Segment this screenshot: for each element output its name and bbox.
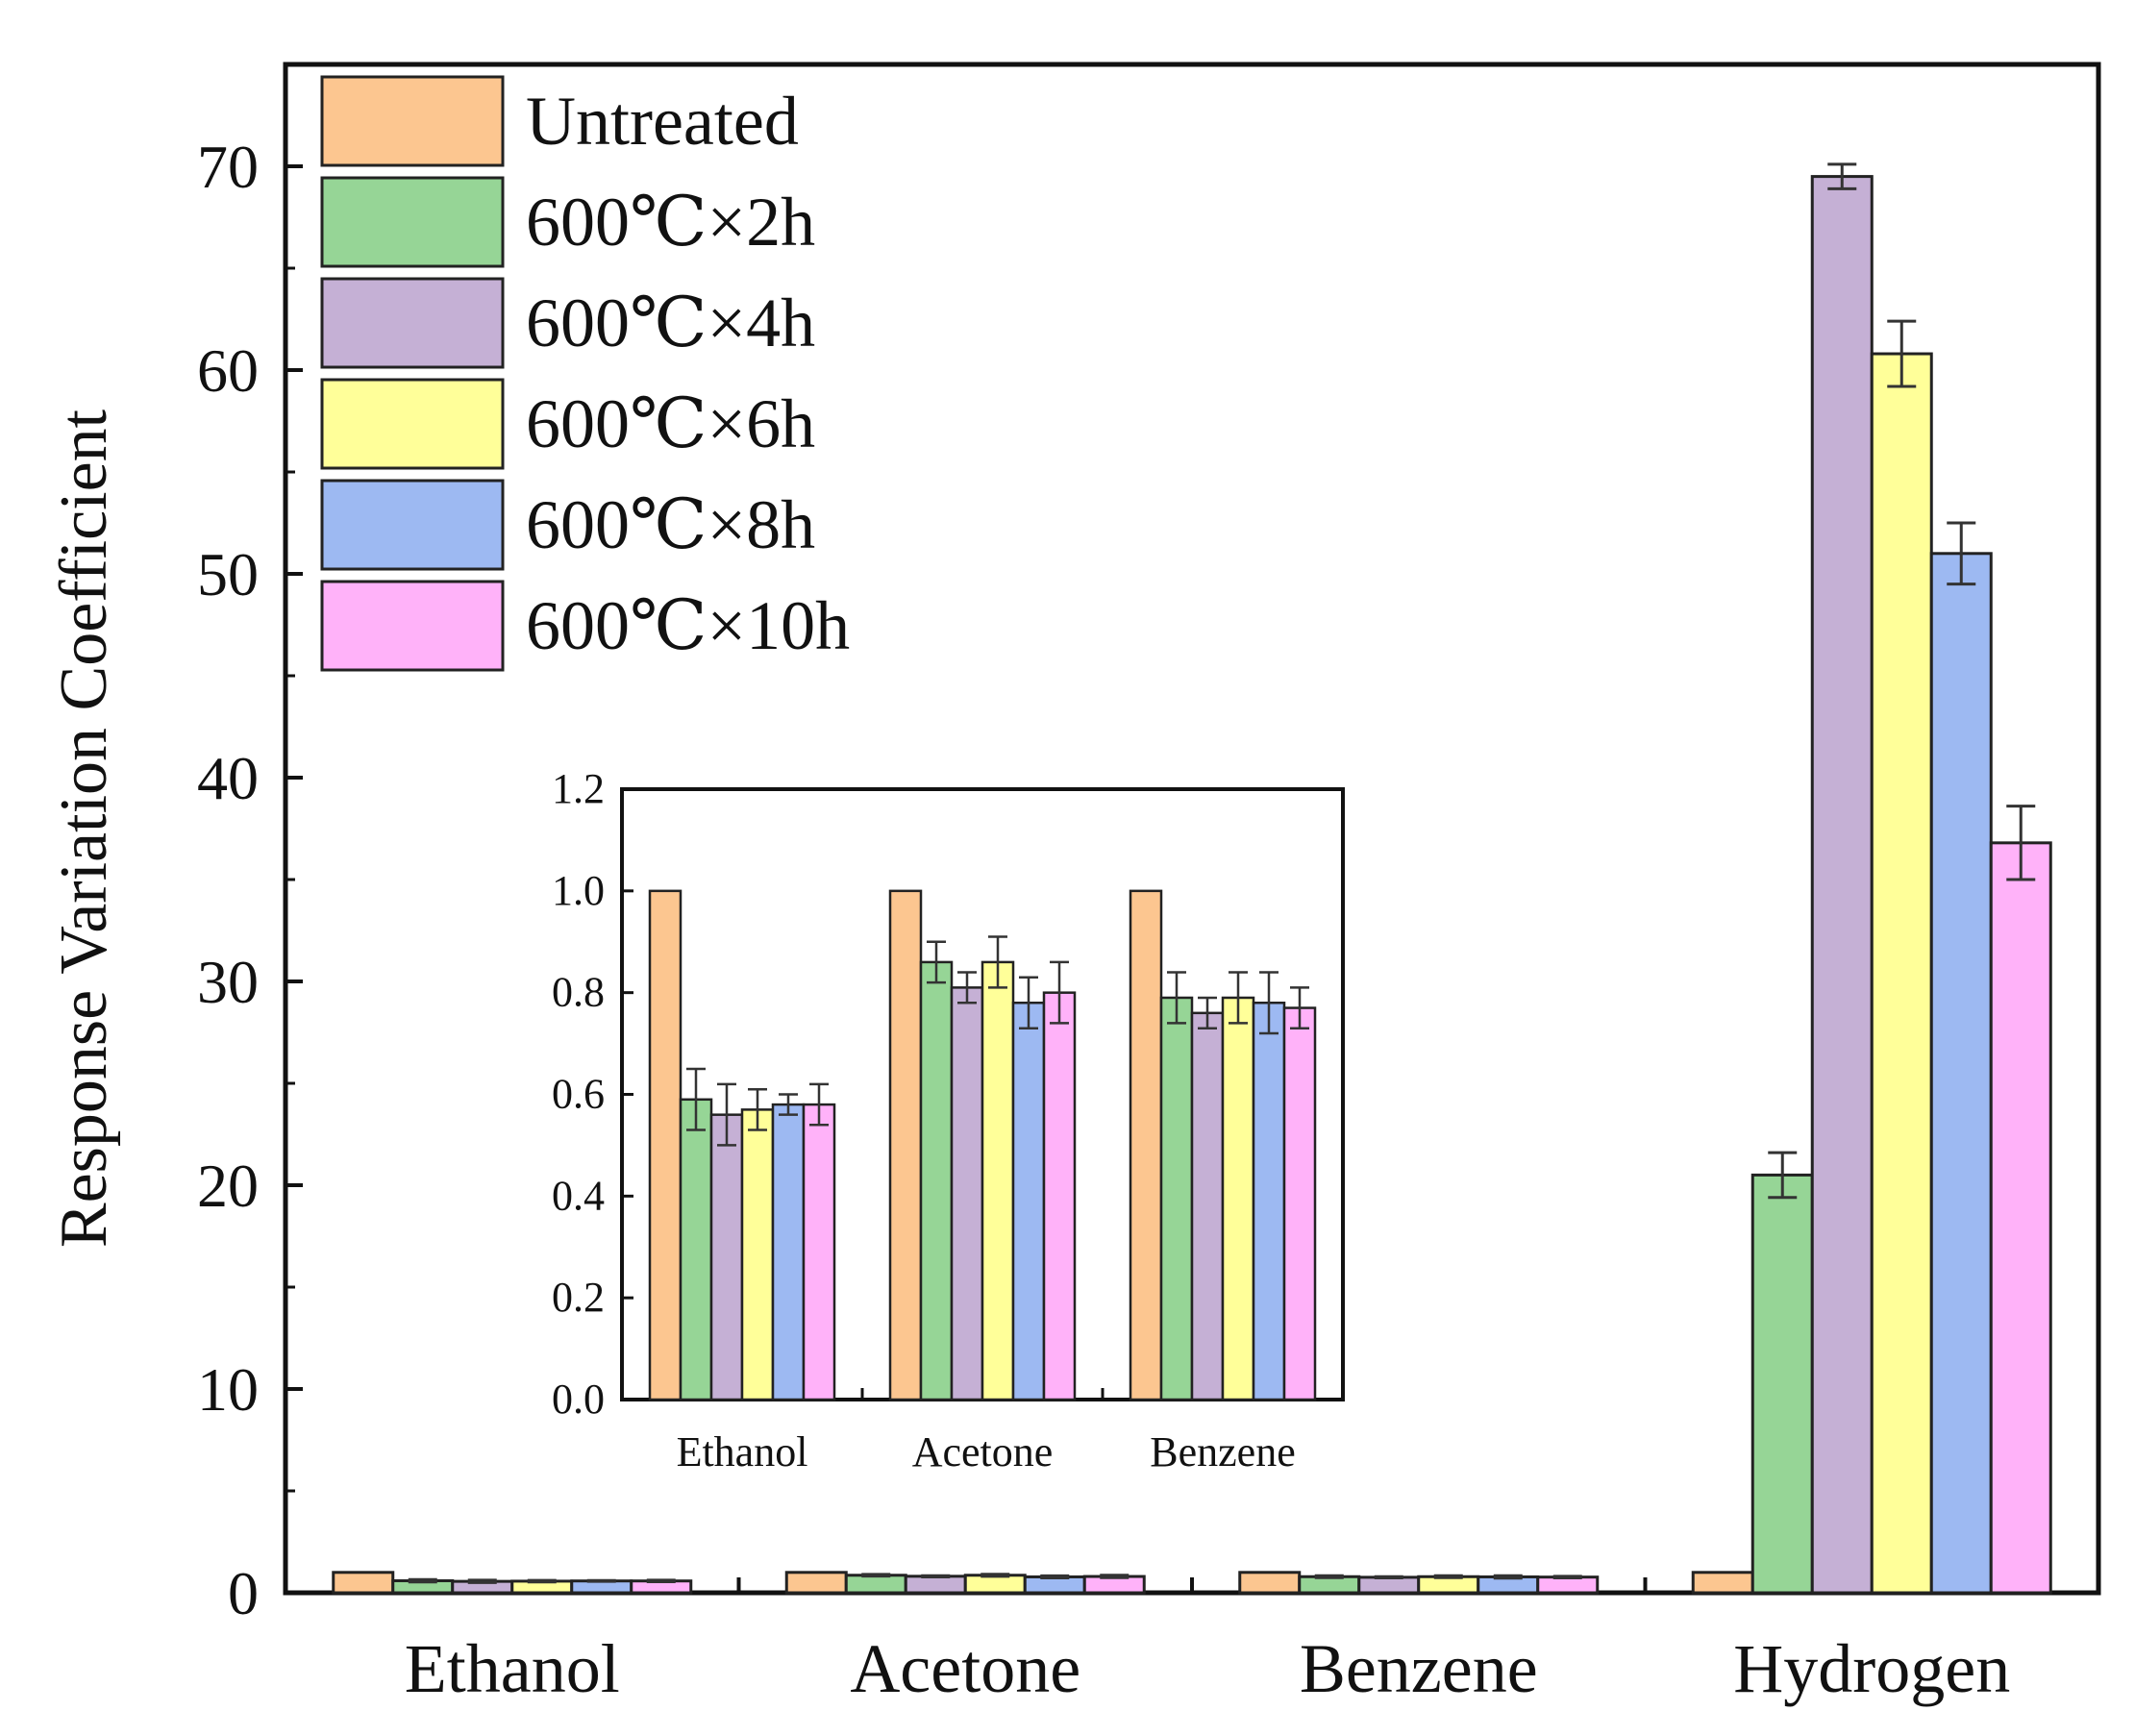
legend-label-5: 600℃×10h xyxy=(526,587,850,664)
inset-bar-ethanol-0 xyxy=(648,889,683,1401)
legend-swatch-1 xyxy=(320,176,505,268)
legend-label-1: 600℃×2h xyxy=(526,184,815,260)
legend-swatch-2 xyxy=(320,277,505,369)
legend-label-3: 600℃×6h xyxy=(526,385,815,462)
y-tick-label: 10 xyxy=(197,1355,259,1424)
inset-bar-ethanol-2 xyxy=(709,1113,744,1401)
bar-hydrogen-0 xyxy=(1691,1571,1754,1595)
bar-ethanol-0 xyxy=(332,1571,395,1595)
legend-swatch-5 xyxy=(320,580,505,672)
inset-bar-acetone-4 xyxy=(1011,1002,1046,1401)
y-tick-label: 50 xyxy=(197,540,259,608)
inset-bar-benzene-1 xyxy=(1159,996,1194,1401)
bar-hydrogen-2 xyxy=(1810,175,1874,1595)
legend-label-0: Untreated xyxy=(526,83,799,160)
bar-hydrogen-1 xyxy=(1750,1173,1814,1595)
y-tick-label: 60 xyxy=(197,336,259,405)
inset-x-tick-label: Benzene xyxy=(1150,1428,1295,1476)
inset-y-tick-label: 0.2 xyxy=(552,1274,605,1321)
bar-hydrogen-5 xyxy=(1989,841,2052,1595)
inset-y-tick-label: 1.0 xyxy=(552,867,605,914)
bar-benzene-2 xyxy=(1357,1575,1421,1595)
bar-acetone-2 xyxy=(904,1575,967,1595)
inset-bar-acetone-3 xyxy=(981,960,1015,1401)
x-tick-label: Benzene xyxy=(1300,1630,1538,1707)
bar-acetone-1 xyxy=(844,1574,907,1595)
legend-swatch-0 xyxy=(320,75,505,167)
y-tick-label: 30 xyxy=(197,948,259,1016)
inset-y-tick-label: 0.0 xyxy=(552,1376,605,1423)
legend-swatch-3 xyxy=(320,378,505,470)
legend-swatch-4 xyxy=(320,479,505,571)
inset-bar-ethanol-4 xyxy=(771,1103,806,1401)
inset-y-tick-label: 0.4 xyxy=(552,1172,605,1219)
inset-bar-acetone-5 xyxy=(1042,991,1077,1401)
inset-y-tick-label: 0.6 xyxy=(552,1071,605,1118)
y-tick-label: 40 xyxy=(197,744,259,812)
x-tick-label: Ethanol xyxy=(405,1630,620,1707)
y-axis-title: Response Variation Coefficient xyxy=(47,409,121,1248)
bar-hydrogen-3 xyxy=(1870,352,1933,1595)
inset-x-tick-label: Ethanol xyxy=(677,1428,808,1476)
y-tick-label: 20 xyxy=(197,1152,259,1220)
y-tick-label: 0 xyxy=(228,1559,259,1627)
y-tick-label: 70 xyxy=(197,133,259,201)
x-tick-label: Hydrogen xyxy=(1733,1630,2010,1707)
inset-bar-benzene-3 xyxy=(1221,996,1255,1401)
inset-bar-ethanol-5 xyxy=(802,1103,836,1401)
inset-bar-ethanol-1 xyxy=(679,1098,713,1401)
inset-y-tick-label: 0.8 xyxy=(552,969,605,1016)
legend-label-4: 600℃×8h xyxy=(526,486,815,563)
bar-benzene-0 xyxy=(1238,1571,1302,1595)
inset-x-tick-label: Acetone xyxy=(912,1428,1054,1476)
bar-acetone-0 xyxy=(784,1571,848,1595)
inset-bar-acetone-1 xyxy=(919,960,954,1401)
main-plot: 0 10 20 30 40 50 60 70 Response Variation Coeffi… xyxy=(47,62,2101,1707)
inset-bar-benzene-0 xyxy=(1129,889,1163,1401)
inset-bar-acetone-0 xyxy=(888,889,923,1401)
inset-bar-benzene-4 xyxy=(1252,1002,1286,1401)
inset-bar-benzene-5 xyxy=(1282,1006,1317,1401)
bar-benzene-5 xyxy=(1536,1575,1600,1595)
legend-label-2: 600℃×4h xyxy=(526,285,815,361)
inset-bar-acetone-2 xyxy=(950,986,984,1401)
x-tick-label: Acetone xyxy=(850,1630,1080,1707)
bar-acetone-3 xyxy=(963,1574,1027,1595)
inset-bar-ethanol-3 xyxy=(740,1108,775,1401)
bar-hydrogen-4 xyxy=(1929,552,1993,1595)
inset-y-tick-label: 1.2 xyxy=(552,765,605,812)
inset-plot: 0.0 0.2 0.4 0.6 0.8 1.0 1.2 Ethanol Acetone Benze… xyxy=(552,765,1345,1476)
legend: Untreated 600℃×2h 600℃×4h 600℃×6h 600℃×8h 600… xyxy=(320,75,850,672)
inset-bar-benzene-2 xyxy=(1190,1011,1225,1401)
